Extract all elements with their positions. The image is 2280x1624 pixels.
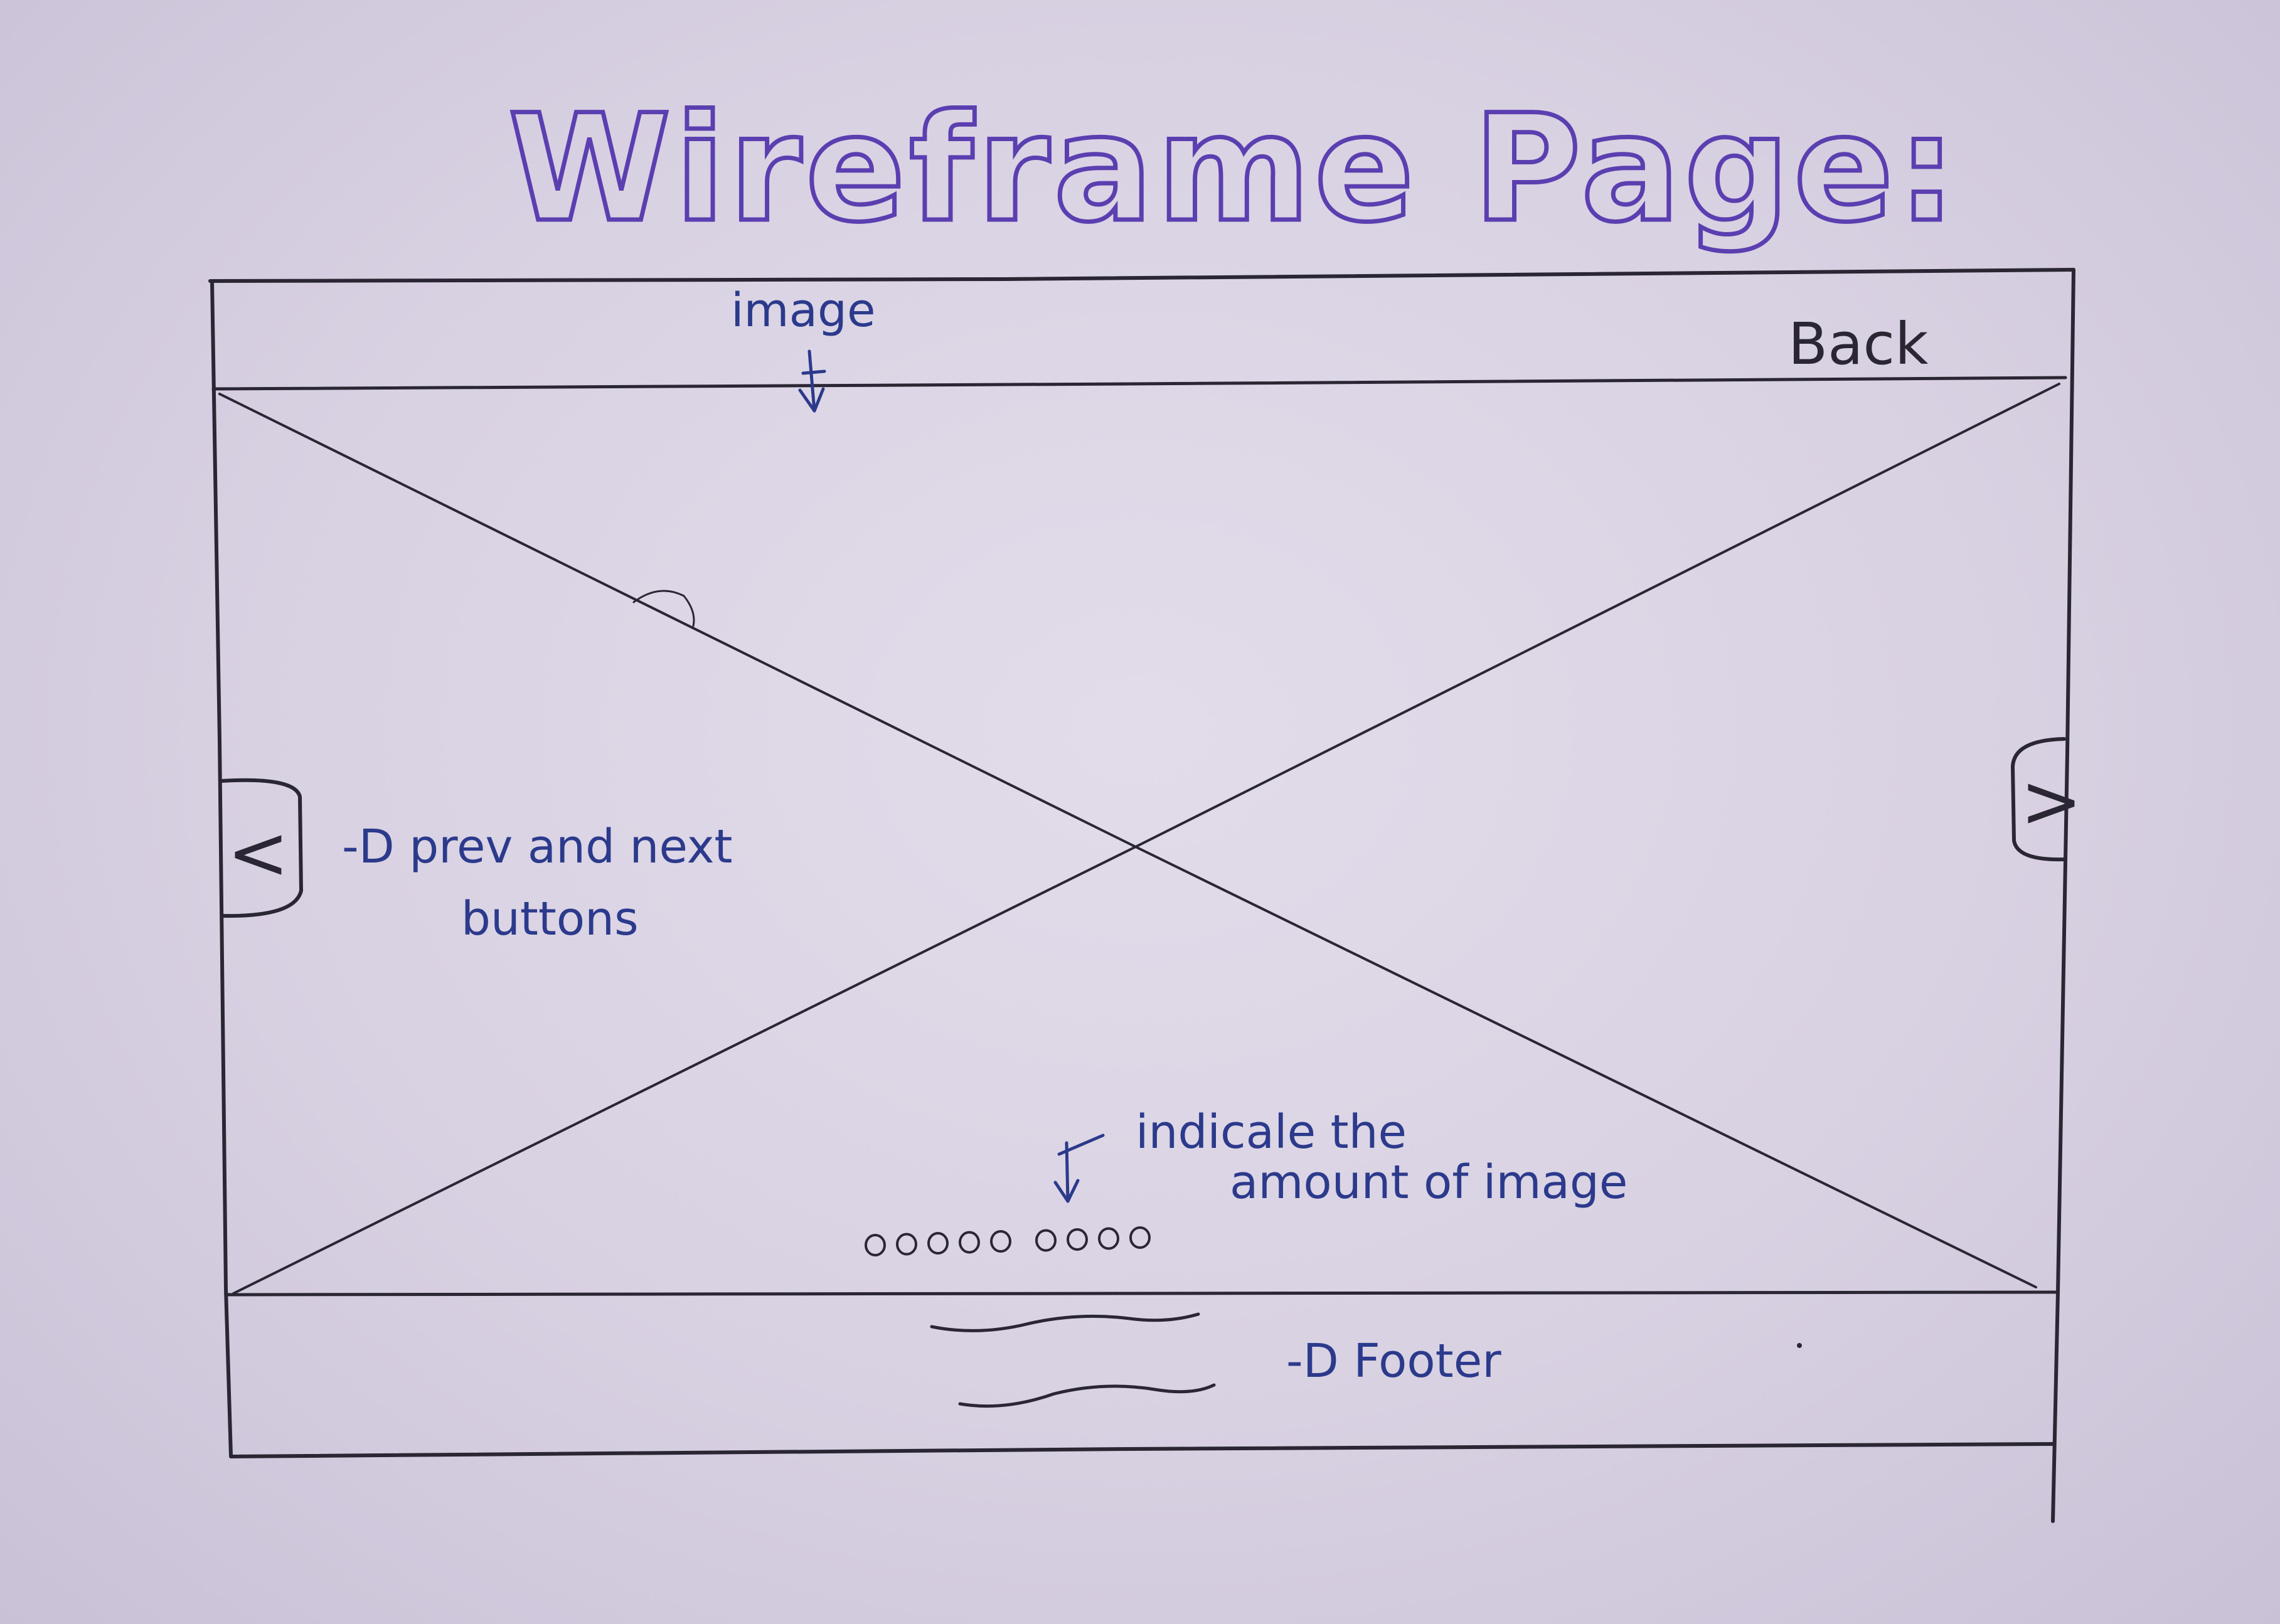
image-indicator-dots[interactable] xyxy=(865,1226,1151,1256)
nav-buttons-annotation-line1: -D prev and next xyxy=(342,820,733,874)
indicator-dot[interactable] xyxy=(1035,1229,1057,1252)
page-title: Wireframe Page: xyxy=(508,83,1960,255)
footer-line-2 xyxy=(958,1383,1216,1408)
back-link[interactable]: Back xyxy=(1788,310,1929,378)
indicator-dot[interactable] xyxy=(896,1233,917,1256)
image-arrow-icon xyxy=(798,349,826,413)
indicator-dot[interactable] xyxy=(1129,1226,1151,1249)
stray-dot xyxy=(1797,1343,1802,1348)
prev-button[interactable]: < xyxy=(219,778,303,918)
next-button[interactable]: > xyxy=(2011,737,2082,862)
footer-line-1 xyxy=(930,1312,1200,1332)
indicator-dot[interactable] xyxy=(1098,1227,1119,1250)
indicator-arrow-icon xyxy=(1053,1133,1105,1203)
prev-button-outline xyxy=(219,778,303,918)
frame-left-edge xyxy=(210,279,233,1457)
nav-buttons-annotation-line2: buttons xyxy=(461,892,639,946)
header-divider xyxy=(211,376,2067,391)
image-annotation: image xyxy=(731,284,876,337)
indicator-annotation-line1: indicale the xyxy=(1136,1105,1407,1159)
indicator-dot[interactable] xyxy=(1067,1228,1088,1251)
image-placeholder-diagonal-2 xyxy=(232,383,2060,1295)
footer-content xyxy=(930,1312,1216,1408)
indicator-dot[interactable] xyxy=(865,1234,886,1256)
frame-bottom-edge xyxy=(229,1442,2055,1458)
indicator-dot[interactable] xyxy=(990,1230,1011,1253)
chevron-left-icon: < xyxy=(227,809,289,896)
chevron-right-icon: > xyxy=(2020,758,2082,844)
frame-top-edge xyxy=(208,268,2075,283)
indicator-dot[interactable] xyxy=(959,1231,980,1254)
footer-divider xyxy=(225,1290,2059,1297)
frame-right-edge xyxy=(2051,268,2075,1523)
indicator-dot[interactable] xyxy=(927,1232,949,1255)
indicator-annotation-line2: amount of image xyxy=(1230,1155,1627,1209)
footer-annotation: -D Footer xyxy=(1286,1334,1501,1388)
sketch-mark xyxy=(632,590,695,627)
image-placeholder xyxy=(218,383,2060,1295)
wireframe-frame xyxy=(208,268,2075,1523)
next-button-outline xyxy=(2011,737,2066,862)
